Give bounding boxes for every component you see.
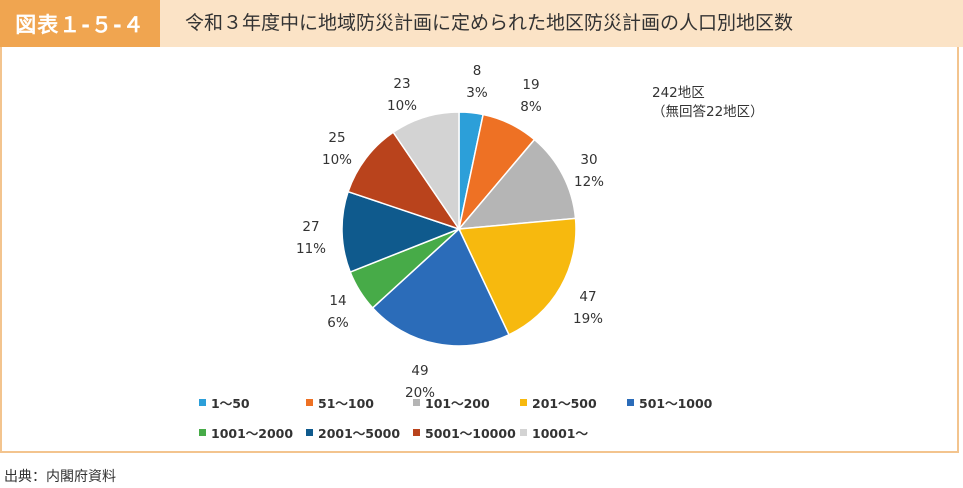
legend-item-8: 5001〜10000 <box>413 423 516 442</box>
chart-frame <box>0 47 959 453</box>
legend-item-3: 101〜200 <box>413 393 490 412</box>
pie-slice-9 <box>392 111 460 232</box>
pie-chart: 8 3% 19 8% 30 12% 47 19% 49 20% 14 6% 27 11% 25 10% 23 10… <box>296 63 604 401</box>
legend-label: 201〜500 <box>532 396 597 411</box>
slice-value-label-4: 47 <box>579 289 596 305</box>
total-note: 242地区 （無回答22地区） <box>652 84 764 122</box>
slice-percent-label-4: 19% <box>573 311 603 327</box>
slice-percent-label-5: 20% <box>405 385 435 401</box>
slice-percent-label-3: 12% <box>574 174 604 190</box>
source-note: 出典：内閣府資料 <box>4 469 116 485</box>
legend-item-9: 10001〜 <box>520 423 588 442</box>
legend-label: 2001〜5000 <box>318 426 401 441</box>
legend-item-4: 201〜500 <box>520 393 597 412</box>
legend-item-6: 1001〜2000 <box>199 423 293 442</box>
figure-number: 図表１-５-４ <box>0 0 160 47</box>
header-bar: 図表１-５-４ 令和３年度中に地域防災計画に定められた地区防災計画の人口別地区数 <box>0 0 963 47</box>
slice-value-label-5: 49 <box>411 363 428 379</box>
pie-slice-5 <box>371 227 510 347</box>
slice-value-label-8: 25 <box>328 130 345 146</box>
legend-swatch <box>520 399 527 406</box>
legend-swatch <box>413 399 420 406</box>
pie-slice-4 <box>457 217 577 336</box>
legend-swatch <box>306 399 313 406</box>
slice-percent-label-6: 6% <box>327 315 349 331</box>
legend-swatch <box>306 429 313 436</box>
legend-swatch <box>199 399 206 406</box>
legend-label: 1001〜2000 <box>211 426 294 441</box>
total-count: 242地区 <box>652 85 705 101</box>
legend-swatch <box>199 429 206 436</box>
pie-slice-8 <box>347 131 461 231</box>
legend-label: 1〜50 <box>211 396 250 411</box>
chart-title: 令和３年度中に地域防災計画に定められた地区防災計画の人口別地区数 <box>185 12 794 34</box>
legend-label: 501〜1000 <box>639 396 713 411</box>
no-answer-count: （無回答22地区） <box>652 104 764 120</box>
legend-label: 51〜100 <box>318 396 374 411</box>
legend-item-5: 501〜1000 <box>627 393 712 412</box>
legend-item-1: 1〜50 <box>199 393 250 412</box>
slice-value-label-9: 23 <box>393 76 410 92</box>
slice-percent-label-1: 3% <box>466 85 488 101</box>
legend-swatch <box>520 429 527 436</box>
legend-label: 101〜200 <box>425 396 490 411</box>
slice-percent-label-2: 8% <box>520 99 542 115</box>
slice-percent-label-8: 10% <box>322 152 352 168</box>
slice-value-label-7: 27 <box>302 219 319 235</box>
pie-slice-7 <box>341 190 462 273</box>
slice-value-label-2: 19 <box>522 77 539 93</box>
legend-swatch <box>413 429 420 436</box>
slice-value-label-6: 14 <box>329 293 346 309</box>
legend-item-7: 2001〜5000 <box>306 423 400 442</box>
legend-label: 5001〜10000 <box>425 426 516 441</box>
slice-value-label-3: 30 <box>580 152 597 168</box>
pie-slice-3 <box>457 138 577 230</box>
legend-label: 10001〜 <box>532 426 588 441</box>
slice-percent-label-7: 11% <box>296 241 326 257</box>
legend-swatch <box>627 399 634 406</box>
legend-item-2: 51〜100 <box>306 393 374 412</box>
slice-value-label-1: 8 <box>473 63 482 79</box>
slice-percent-label-9: 10% <box>387 98 417 114</box>
